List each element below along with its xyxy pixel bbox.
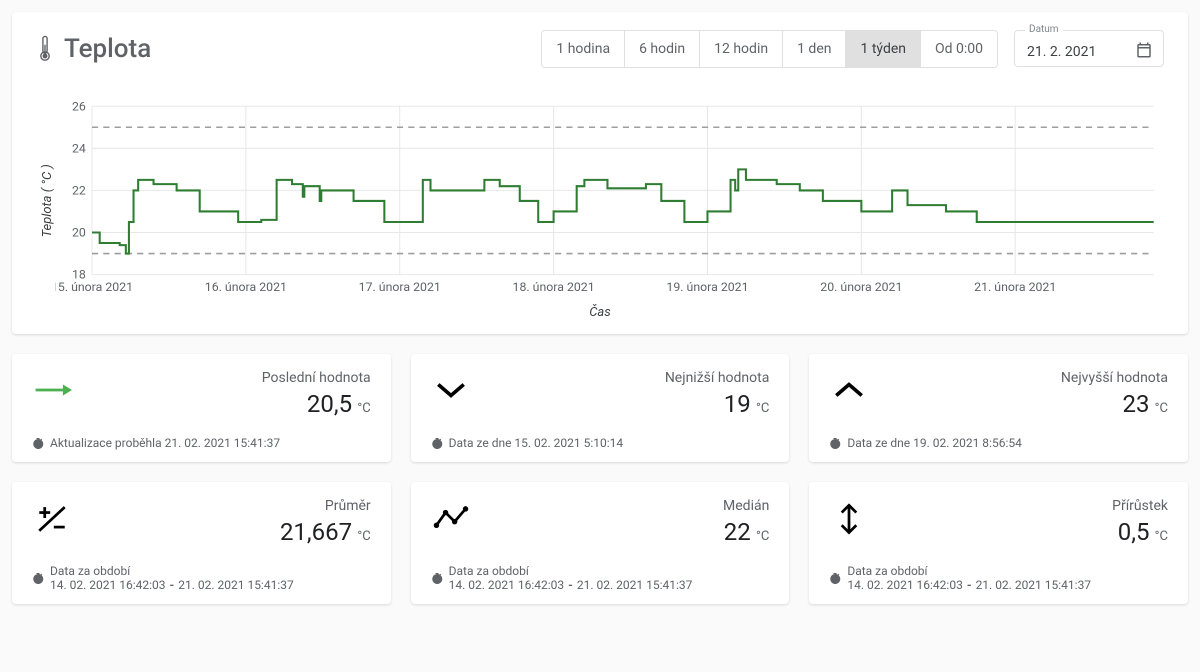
line-chart: 182022242615. února 202116. února 202117… bbox=[55, 98, 1164, 303]
stat-label: Průměr bbox=[280, 498, 371, 514]
stat-footer: Data ze dne 15. 02. 2021 5:10:14 bbox=[431, 436, 770, 450]
svg-text:26: 26 bbox=[72, 100, 86, 114]
stat-footer-range: 14. 02. 2021 16:42:03-21. 02. 2021 15:41… bbox=[449, 578, 693, 592]
svg-text:24: 24 bbox=[72, 142, 86, 156]
stat-footer: Data za období14. 02. 2021 16:42:03-21. … bbox=[32, 564, 371, 592]
plus-minus-icon bbox=[32, 498, 72, 538]
stat-footer: Aktualizace proběhla 21. 02. 2021 15:41:… bbox=[32, 436, 371, 450]
chart-area: Teplota ( °C ) 182022242615. února 20211… bbox=[36, 98, 1164, 303]
svg-text:21. února 2021: 21. února 2021 bbox=[974, 281, 1056, 295]
page-title: Teplota bbox=[64, 34, 151, 64]
stat-footer-range: 14. 02. 2021 16:42:03-21. 02. 2021 15:41… bbox=[50, 578, 294, 592]
range-button[interactable]: 6 hodin bbox=[625, 31, 700, 67]
chevron-down-icon bbox=[431, 370, 471, 410]
stat-footer-prefix: Data za období bbox=[847, 564, 1091, 578]
date-picker[interactable]: Datum 21. 2. 2021 bbox=[1014, 30, 1164, 67]
stat-value: 19 bbox=[724, 390, 751, 418]
stat-footer-text: Data ze dne 19. 02. 2021 8:56:54 bbox=[847, 436, 1022, 450]
range-segmented-control: 1 hodina6 hodin12 hodin1 den1 týdenOd 0:… bbox=[541, 30, 998, 68]
stat-value: 22 bbox=[724, 518, 751, 546]
thermometer-icon bbox=[36, 35, 54, 63]
range-button[interactable]: 1 týden bbox=[846, 31, 921, 67]
svg-text:18. února 2021: 18. února 2021 bbox=[513, 281, 595, 295]
stat-footer: Data za období14. 02. 2021 16:42:03-21. … bbox=[431, 564, 770, 592]
stat-footer: Data ze dne 19. 02. 2021 8:56:54 bbox=[829, 436, 1168, 450]
stat-card: Nejnižší hodnota 19 °C Data ze dne 15. 02.… bbox=[411, 354, 790, 462]
calendar-icon bbox=[1135, 41, 1153, 59]
stat-label: Nejvyšší hodnota bbox=[1061, 370, 1168, 386]
stat-card: Poslední hodnota 20,5 °C Aktualizace probě… bbox=[12, 354, 391, 462]
title-wrap: Teplota bbox=[36, 34, 151, 64]
arrow-right-icon bbox=[32, 370, 72, 410]
stat-value: 0,5 bbox=[1118, 518, 1150, 546]
stat-unit: °C bbox=[354, 529, 371, 544]
stat-unit: °C bbox=[753, 401, 770, 416]
header-controls: 1 hodina6 hodin12 hodin1 den1 týdenOd 0:… bbox=[541, 30, 1164, 68]
stat-unit: °C bbox=[753, 529, 770, 544]
stat-footer-range: 14. 02. 2021 16:42:03-21. 02. 2021 15:41… bbox=[847, 578, 1091, 592]
trend-icon bbox=[431, 498, 471, 538]
stat-card: Průměr 21,667 °C Data za období14. 02. 202… bbox=[12, 482, 391, 604]
svg-text:17. února 2021: 17. února 2021 bbox=[359, 281, 441, 295]
stat-value: 23 bbox=[1122, 390, 1149, 418]
stat-unit: °C bbox=[1151, 529, 1168, 544]
svg-text:22: 22 bbox=[72, 185, 86, 199]
chart-header: Teplota 1 hodina6 hodin12 hodin1 den1 tý… bbox=[36, 30, 1164, 68]
stat-label: Přírůstek bbox=[1112, 498, 1168, 514]
stat-footer: Data za období14. 02. 2021 16:42:03-21. … bbox=[829, 564, 1168, 592]
date-picker-value: 21. 2. 2021 bbox=[1027, 44, 1096, 60]
x-axis-label: Čas bbox=[36, 305, 1164, 320]
stats-grid: Poslední hodnota 20,5 °C Aktualizace probě… bbox=[12, 354, 1188, 604]
stat-label: Medián bbox=[723, 498, 769, 514]
svg-text:19. února 2021: 19. února 2021 bbox=[666, 281, 748, 295]
svg-text:15. února 2021: 15. února 2021 bbox=[55, 281, 133, 295]
svg-text:20: 20 bbox=[72, 227, 86, 241]
range-button[interactable]: Od 0:00 bbox=[921, 31, 997, 67]
y-axis-label: Teplota ( °C ) bbox=[36, 98, 55, 303]
stat-value: 21,667 bbox=[280, 518, 352, 546]
stat-label: Poslední hodnota bbox=[262, 370, 371, 386]
range-button[interactable]: 12 hodin bbox=[700, 31, 783, 67]
stat-unit: °C bbox=[1151, 401, 1168, 416]
stat-footer-prefix: Data za období bbox=[50, 564, 294, 578]
stat-card: Medián 22 °C Data za období14. 02. 2021 16… bbox=[411, 482, 790, 604]
stat-label: Nejnižší hodnota bbox=[665, 370, 770, 386]
stat-card: Nejvyšší hodnota 23 °C Data ze dne 19. 02.… bbox=[809, 354, 1188, 462]
stat-footer-text: Data ze dne 15. 02. 2021 5:10:14 bbox=[449, 436, 624, 450]
stat-card: Přírůstek 0,5 °C Data za období14. 02. 202… bbox=[809, 482, 1188, 604]
range-button[interactable]: 1 den bbox=[783, 31, 846, 67]
updown-arrow-icon bbox=[829, 498, 869, 538]
stat-unit: °C bbox=[354, 401, 371, 416]
stat-value: 20,5 bbox=[307, 390, 352, 418]
stat-footer-text: Aktualizace proběhla 21. 02. 2021 15:41:… bbox=[50, 436, 280, 450]
date-picker-label: Datum bbox=[1025, 24, 1063, 35]
stat-footer-prefix: Data za období bbox=[449, 564, 693, 578]
svg-text:20. února 2021: 20. února 2021 bbox=[820, 281, 902, 295]
chart-card: Teplota 1 hodina6 hodin12 hodin1 den1 tý… bbox=[12, 12, 1188, 334]
svg-text:16. února 2021: 16. února 2021 bbox=[205, 281, 287, 295]
chevron-up-icon bbox=[829, 370, 869, 410]
range-button[interactable]: 1 hodina bbox=[542, 31, 625, 67]
